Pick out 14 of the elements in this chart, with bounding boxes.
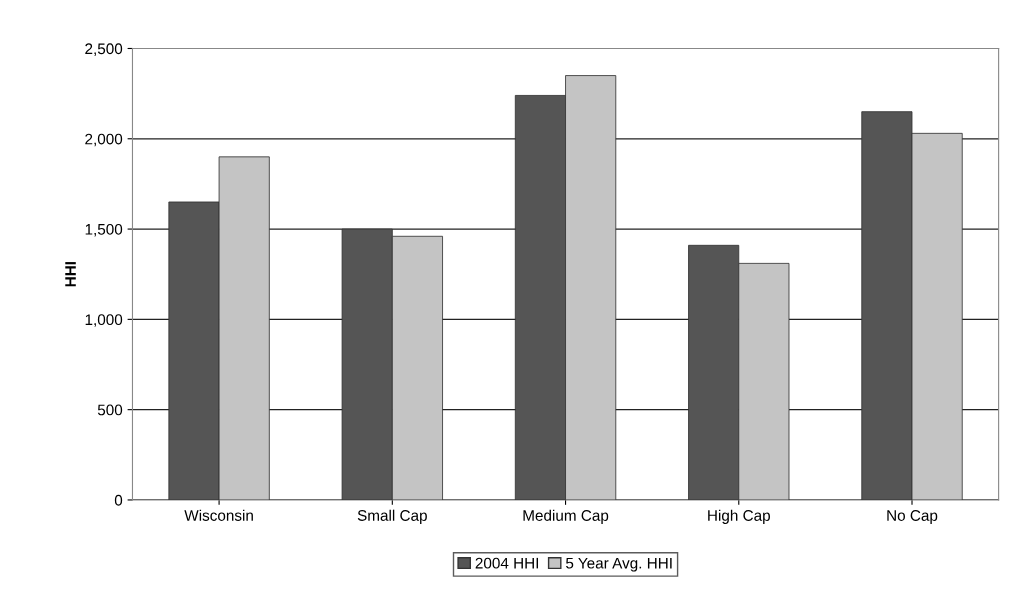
y-tick-label: 2,500 xyxy=(85,43,123,56)
y-tick-label: 2,000 xyxy=(85,133,123,147)
legend-label: 5 Year Avg. HHI xyxy=(566,557,672,572)
x-tick-label: Wisconsin xyxy=(184,509,253,521)
legend-label: 2004 HHI xyxy=(475,557,539,569)
x-tick-label: Medium Cap xyxy=(523,509,609,524)
x-tick-label: Small Cap xyxy=(357,509,427,524)
y-axis-title: HHI xyxy=(65,262,76,287)
y-tick-label: 0 xyxy=(114,494,123,506)
x-tick-label: High Cap xyxy=(708,509,770,524)
x-tick-label: No Cap xyxy=(887,510,938,524)
y-tick-label: 1,500 xyxy=(85,223,123,237)
y-tick-label: 1,000 xyxy=(85,314,123,327)
y-tick-label: 500 xyxy=(97,404,123,416)
